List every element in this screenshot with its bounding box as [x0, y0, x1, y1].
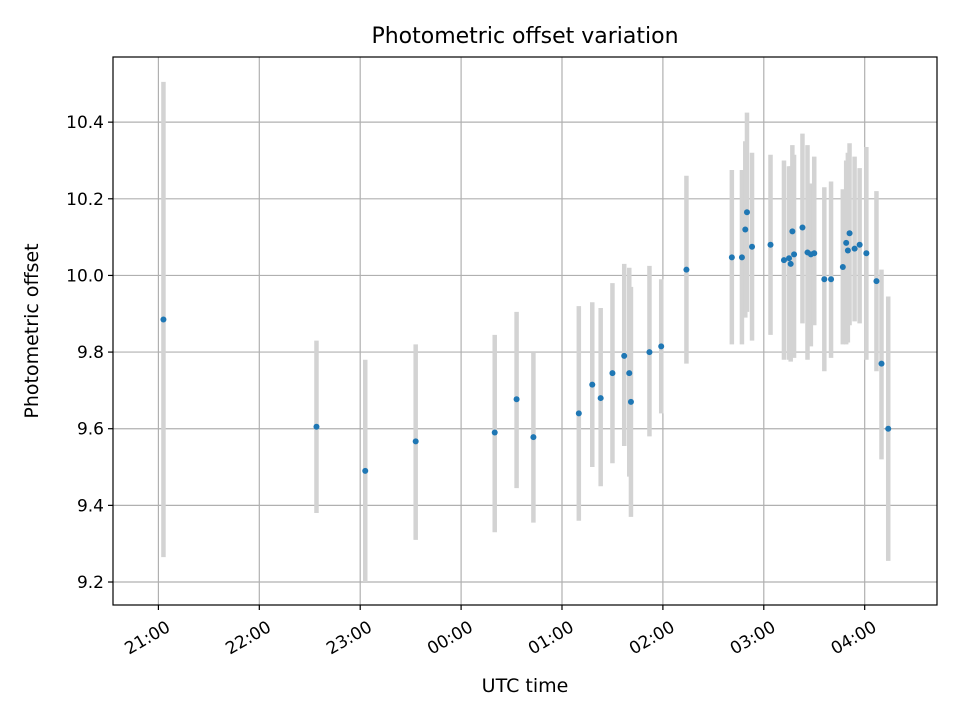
data-point — [851, 245, 858, 252]
data-point — [821, 276, 828, 283]
data-point — [839, 264, 846, 271]
data-point — [863, 250, 870, 257]
data-point — [728, 254, 735, 261]
y-tick-label: 9.4 — [77, 496, 104, 516]
x-tick-label: 03:00 — [727, 617, 779, 659]
x-tick-label: 01:00 — [525, 617, 577, 659]
data-point — [412, 438, 419, 445]
data-point — [589, 381, 596, 388]
data-point — [780, 257, 787, 264]
data-point — [873, 278, 880, 285]
data-point — [313, 423, 320, 430]
x-tick-label: 04:00 — [828, 617, 880, 659]
errorbar-layer — [161, 81, 891, 583]
data-point — [787, 260, 794, 267]
plot-frame — [112, 56, 938, 606]
data-point — [626, 370, 633, 377]
x-tick-label: 23:00 — [323, 617, 375, 659]
data-point — [811, 250, 818, 257]
data-point — [844, 247, 851, 254]
data-point — [658, 343, 665, 350]
point-layer — [160, 209, 892, 474]
data-point — [646, 349, 653, 356]
tick-layer: 21:00 22:00 23:00 00:00 01:00 02:00 03:00 04:00… — [66, 113, 880, 659]
data-point — [828, 276, 835, 283]
y-tick-label: 9.6 — [77, 420, 104, 440]
data-point — [749, 243, 756, 250]
data-point — [789, 228, 796, 235]
x-tick-label: 02:00 — [626, 617, 678, 659]
data-point — [597, 395, 604, 402]
x-tick-label: 22:00 — [222, 617, 274, 659]
data-point — [742, 226, 749, 233]
data-point — [738, 254, 745, 261]
data-point — [856, 241, 863, 248]
data-point — [743, 209, 750, 216]
x-tick-label: 21:00 — [121, 617, 173, 659]
data-point — [513, 396, 520, 403]
data-point — [575, 410, 582, 417]
y-tick-label: 10.4 — [66, 113, 104, 133]
data-point — [878, 360, 885, 367]
y-tick-label: 10.0 — [66, 266, 104, 286]
data-point — [786, 255, 793, 262]
data-point — [799, 224, 806, 231]
data-point — [530, 434, 537, 441]
y-tick-label: 9.2 — [77, 573, 104, 593]
data-point — [683, 266, 690, 273]
data-point — [791, 251, 798, 258]
data-point — [621, 352, 628, 359]
y-tick-label: 10.2 — [66, 190, 104, 210]
data-point — [767, 241, 774, 248]
x-axis-label: UTC time — [482, 675, 569, 697]
data-point — [846, 230, 853, 237]
data-point — [885, 425, 892, 432]
y-tick-label: 9.8 — [77, 343, 104, 363]
chart-title: Photometric offset variation — [371, 24, 678, 49]
data-point — [609, 370, 616, 377]
grid-layer — [113, 57, 937, 605]
data-point — [362, 467, 369, 474]
data-point — [160, 316, 167, 323]
x-tick-label: 00:00 — [424, 617, 476, 659]
y-axis-label: Photometric offset — [21, 243, 43, 418]
data-point — [491, 429, 498, 436]
data-point — [843, 239, 850, 246]
data-point — [627, 398, 634, 405]
